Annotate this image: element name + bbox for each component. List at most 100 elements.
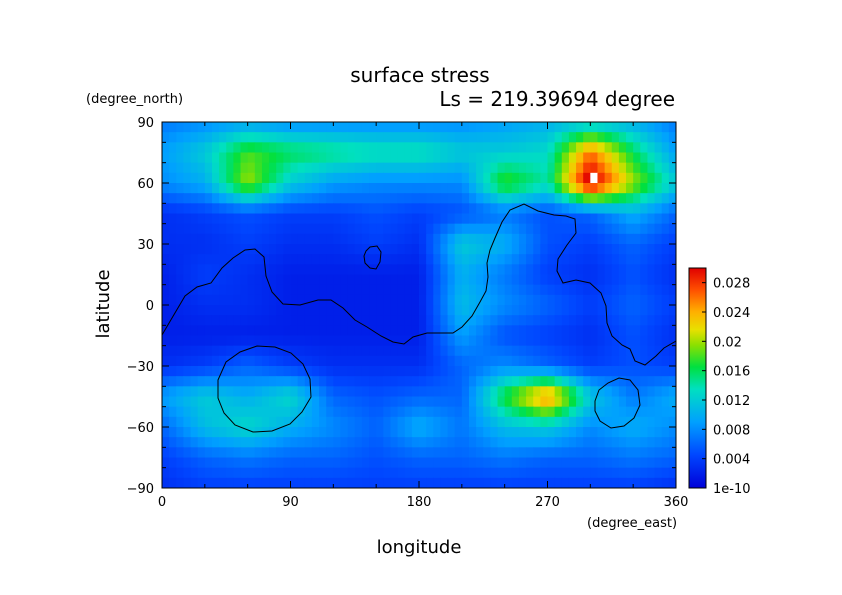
heatmap-cell (383, 233, 392, 245)
heatmap-cell (661, 162, 670, 174)
heatmap-cell (326, 254, 334, 265)
heatmap-cell (433, 477, 442, 488)
heatmap-cell (433, 213, 442, 225)
heatmap-cell (454, 416, 463, 428)
heatmap-cell (526, 223, 534, 235)
heatmap-cell (590, 254, 599, 265)
heatmap-cell (254, 122, 263, 133)
heatmap-cell (397, 396, 406, 408)
heatmap-cell (376, 244, 384, 255)
heatmap-cell (561, 366, 570, 377)
heatmap-cell (654, 467, 663, 479)
heatmap-cell (568, 355, 577, 367)
heatmap-cell (533, 162, 541, 174)
heatmap-cell (568, 122, 577, 133)
heatmap-cell (304, 162, 313, 174)
heatmap-cell (226, 315, 234, 326)
heatmap-cell (626, 345, 634, 357)
heatmap-cell (233, 213, 242, 225)
heatmap-cell (419, 142, 427, 154)
heatmap-cell (647, 386, 656, 398)
heatmap-cell (311, 457, 320, 469)
heatmap-cell (583, 284, 591, 296)
heatmap-cell (383, 366, 392, 377)
heatmap-cell (397, 477, 406, 488)
heatmap-cell (354, 477, 363, 488)
heatmap-cell (197, 162, 206, 174)
heatmap-cell (397, 213, 406, 225)
heatmap-cell (219, 427, 227, 438)
heatmap-cell (547, 437, 556, 448)
heatmap-cell (190, 254, 199, 265)
heatmap-cell (347, 223, 356, 235)
heatmap-cell (376, 203, 384, 215)
heatmap-cell (183, 183, 192, 194)
heatmap-cell (176, 213, 185, 225)
heatmap-cell (518, 406, 527, 418)
heatmap-cell (661, 284, 670, 296)
heatmap-cell (169, 416, 177, 428)
y-tick-label: −30 (127, 360, 154, 375)
heatmap-cell (426, 335, 434, 347)
heatmap-cell (483, 203, 491, 215)
heatmap-cell (454, 477, 463, 488)
heatmap-cell (526, 447, 534, 459)
heatmap-cell (369, 244, 377, 255)
heatmap-cell (590, 457, 599, 469)
heatmap-cell (326, 152, 334, 164)
heatmap-cell (197, 355, 206, 367)
heatmap-cell (197, 406, 206, 418)
heatmap-cell (326, 366, 334, 377)
heatmap-cell (254, 284, 263, 296)
heatmap-cell (354, 223, 363, 235)
heatmap-cell (540, 274, 549, 286)
heatmap-cell (247, 203, 256, 215)
heatmap-cell (247, 366, 256, 377)
heatmap-cell (511, 203, 520, 215)
heatmap-cell (611, 345, 620, 357)
heatmap-cell (369, 416, 377, 428)
heatmap-cell (311, 152, 320, 164)
heatmap-cell (490, 386, 499, 398)
heatmap-cell (419, 345, 427, 357)
heatmap-cell (240, 305, 249, 316)
heatmap-cell (647, 437, 656, 448)
heatmap-cell (211, 122, 220, 133)
heatmap-cell (661, 142, 670, 154)
heatmap-cell (297, 315, 306, 326)
heatmap-cell (547, 162, 556, 174)
heatmap-cell (204, 152, 213, 164)
heatmap-cell (304, 203, 313, 215)
heatmap-cell (354, 294, 363, 306)
heatmap-cell (304, 142, 313, 154)
heatmap-cell (297, 203, 306, 215)
heatmap-cell (568, 335, 577, 347)
heatmap-cell (254, 335, 263, 347)
heatmap-cell (176, 386, 185, 398)
heatmap-cell (283, 416, 292, 428)
heatmap-cell (440, 183, 449, 194)
heatmap-cell (611, 437, 620, 448)
heatmap-cell (233, 152, 242, 164)
heatmap-cell (190, 457, 199, 469)
heatmap-cell (190, 203, 199, 215)
heatmap-cell (518, 233, 527, 245)
heatmap-cell (533, 406, 541, 418)
heatmap-cell (633, 162, 641, 174)
heatmap-cell (347, 355, 356, 367)
heatmap-cell (468, 457, 477, 469)
heatmap-cell (169, 183, 177, 194)
heatmap-cell (661, 467, 670, 479)
heatmap-cell (454, 152, 463, 164)
heatmap-cell (304, 406, 313, 418)
heatmap-cell (576, 355, 584, 367)
heatmap-cell (490, 305, 499, 316)
heatmap-cell (333, 122, 342, 133)
heatmap-cell (176, 284, 185, 296)
heatmap-cell (468, 355, 477, 367)
heatmap-cell (190, 274, 199, 286)
heatmap-cell (261, 172, 270, 184)
heatmap-cell (611, 132, 620, 143)
heatmap-cell (397, 122, 406, 133)
heatmap-cell (361, 366, 370, 377)
